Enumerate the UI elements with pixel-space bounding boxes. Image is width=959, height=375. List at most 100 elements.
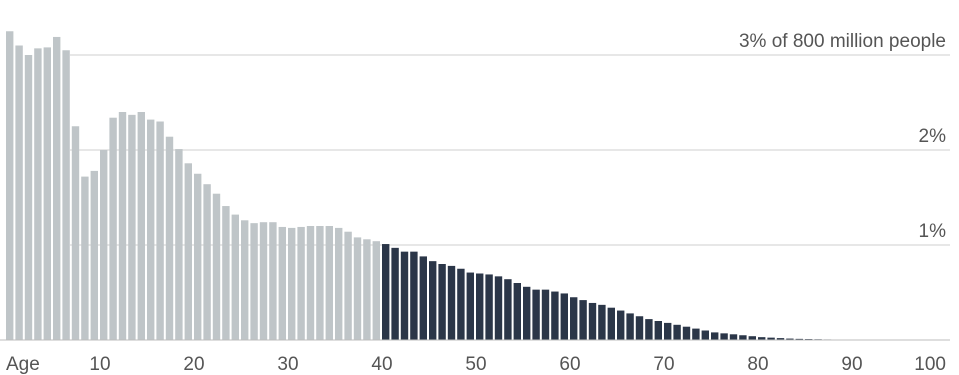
bar-age-82	[776, 338, 785, 340]
bar-age-22	[212, 193, 221, 340]
bar-age-55	[523, 286, 531, 340]
bar-age-10	[100, 150, 108, 340]
bar-age-73	[692, 328, 700, 340]
bar-age-21	[203, 184, 211, 340]
bars	[6, 31, 935, 341]
bar-age-19	[184, 163, 192, 340]
y-tick-label: 1%	[919, 221, 947, 242]
bar-age-20	[194, 173, 202, 340]
bar-age-78	[739, 335, 747, 340]
x-tick-labels: Age 10 20 30 40 50 60 70 80 90 100	[6, 354, 946, 375]
bar-age-67	[635, 316, 644, 340]
x-tick-label: 100	[914, 354, 946, 375]
x-tick-label: 80	[747, 354, 768, 375]
bar-age-53	[504, 279, 512, 340]
x-axis-label: Age	[6, 354, 40, 375]
bar-age-11	[109, 117, 117, 340]
bar-age-79	[748, 336, 756, 340]
bar-age-75	[711, 332, 719, 340]
bar-age-83	[786, 338, 794, 340]
bar-age-57	[541, 289, 550, 340]
bar-age-62	[588, 302, 597, 340]
bar-age-8	[81, 176, 89, 340]
bar-age-42	[400, 251, 409, 340]
bar-age-35	[335, 227, 343, 340]
bar-age-59	[560, 293, 568, 340]
bar-age-28	[269, 222, 277, 340]
bar-age-77	[729, 334, 738, 340]
bar-age-51	[485, 274, 493, 340]
bar-age-66	[626, 313, 634, 340]
bar-age-68	[645, 319, 653, 340]
bar-age-13	[128, 114, 136, 340]
bar-age-70	[664, 322, 672, 340]
bar-age-81	[767, 337, 775, 341]
bar-age-24	[231, 214, 239, 340]
y-tick-label: 2%	[919, 126, 947, 147]
bar-age-56	[532, 289, 540, 340]
bar-age-0	[6, 31, 14, 340]
bar-age-71	[673, 324, 681, 340]
bar-age-30	[288, 227, 296, 340]
bar-age-3	[34, 48, 42, 340]
bar-age-52	[494, 276, 503, 340]
bar-age-64	[607, 307, 615, 340]
bar-age-4	[43, 47, 51, 341]
x-tick-label: 20	[183, 354, 204, 375]
bar-age-2	[24, 55, 33, 340]
bar-age-45	[429, 261, 437, 340]
bar-age-50	[476, 273, 484, 340]
bar-age-26	[250, 223, 258, 340]
bar-age-74	[701, 330, 709, 340]
bar-age-72	[682, 326, 691, 340]
bar-age-12	[118, 112, 127, 340]
x-tick-label: 50	[465, 354, 486, 375]
bar-age-65	[617, 310, 625, 340]
bar-age-31	[297, 226, 305, 340]
bar-age-5	[53, 36, 61, 340]
x-tick-label: 60	[559, 354, 580, 375]
bar-age-58	[551, 291, 559, 340]
bar-age-18	[175, 149, 183, 340]
x-tick-label: 90	[841, 354, 862, 375]
bar-age-23	[222, 206, 230, 340]
bar-age-6	[62, 50, 70, 340]
bar-age-43	[410, 251, 418, 340]
x-tick-label: 10	[89, 354, 110, 375]
bar-age-9	[90, 170, 98, 340]
bar-age-34	[325, 226, 333, 340]
bar-age-76	[720, 333, 728, 340]
bar-age-14	[137, 112, 145, 340]
bar-age-41	[391, 247, 399, 340]
bar-age-17	[165, 136, 174, 340]
bar-age-47	[447, 265, 456, 340]
bar-age-60	[570, 297, 578, 340]
bar-age-37	[353, 237, 362, 340]
bar-age-84	[795, 338, 803, 340]
x-tick-label: 40	[371, 354, 392, 375]
gridlines	[70, 54, 950, 246]
bar-age-1	[15, 45, 23, 340]
bar-age-63	[598, 304, 606, 340]
bar-age-48	[457, 268, 465, 340]
bar-age-29	[278, 226, 286, 340]
bar-age-15	[147, 119, 155, 340]
bar-age-25	[241, 220, 249, 340]
bar-age-69	[654, 321, 662, 340]
bar-age-36	[344, 231, 352, 340]
bar-age-38	[363, 239, 371, 340]
bar-age-7	[71, 126, 80, 340]
bar-age-54	[513, 283, 521, 340]
bar-age-40	[382, 244, 390, 340]
bar-age-16	[156, 121, 164, 340]
bar-age-44	[419, 256, 427, 340]
x-tick-label: 70	[653, 354, 674, 375]
x-tick-label: 30	[277, 354, 298, 375]
y-tick-labels: 1% 2% 3% of 800 million people	[739, 31, 946, 242]
bar-age-33	[316, 226, 324, 340]
bar-age-49	[466, 272, 474, 340]
bar-age-39	[372, 241, 380, 340]
y-tick-label: 3% of 800 million people	[739, 31, 946, 52]
